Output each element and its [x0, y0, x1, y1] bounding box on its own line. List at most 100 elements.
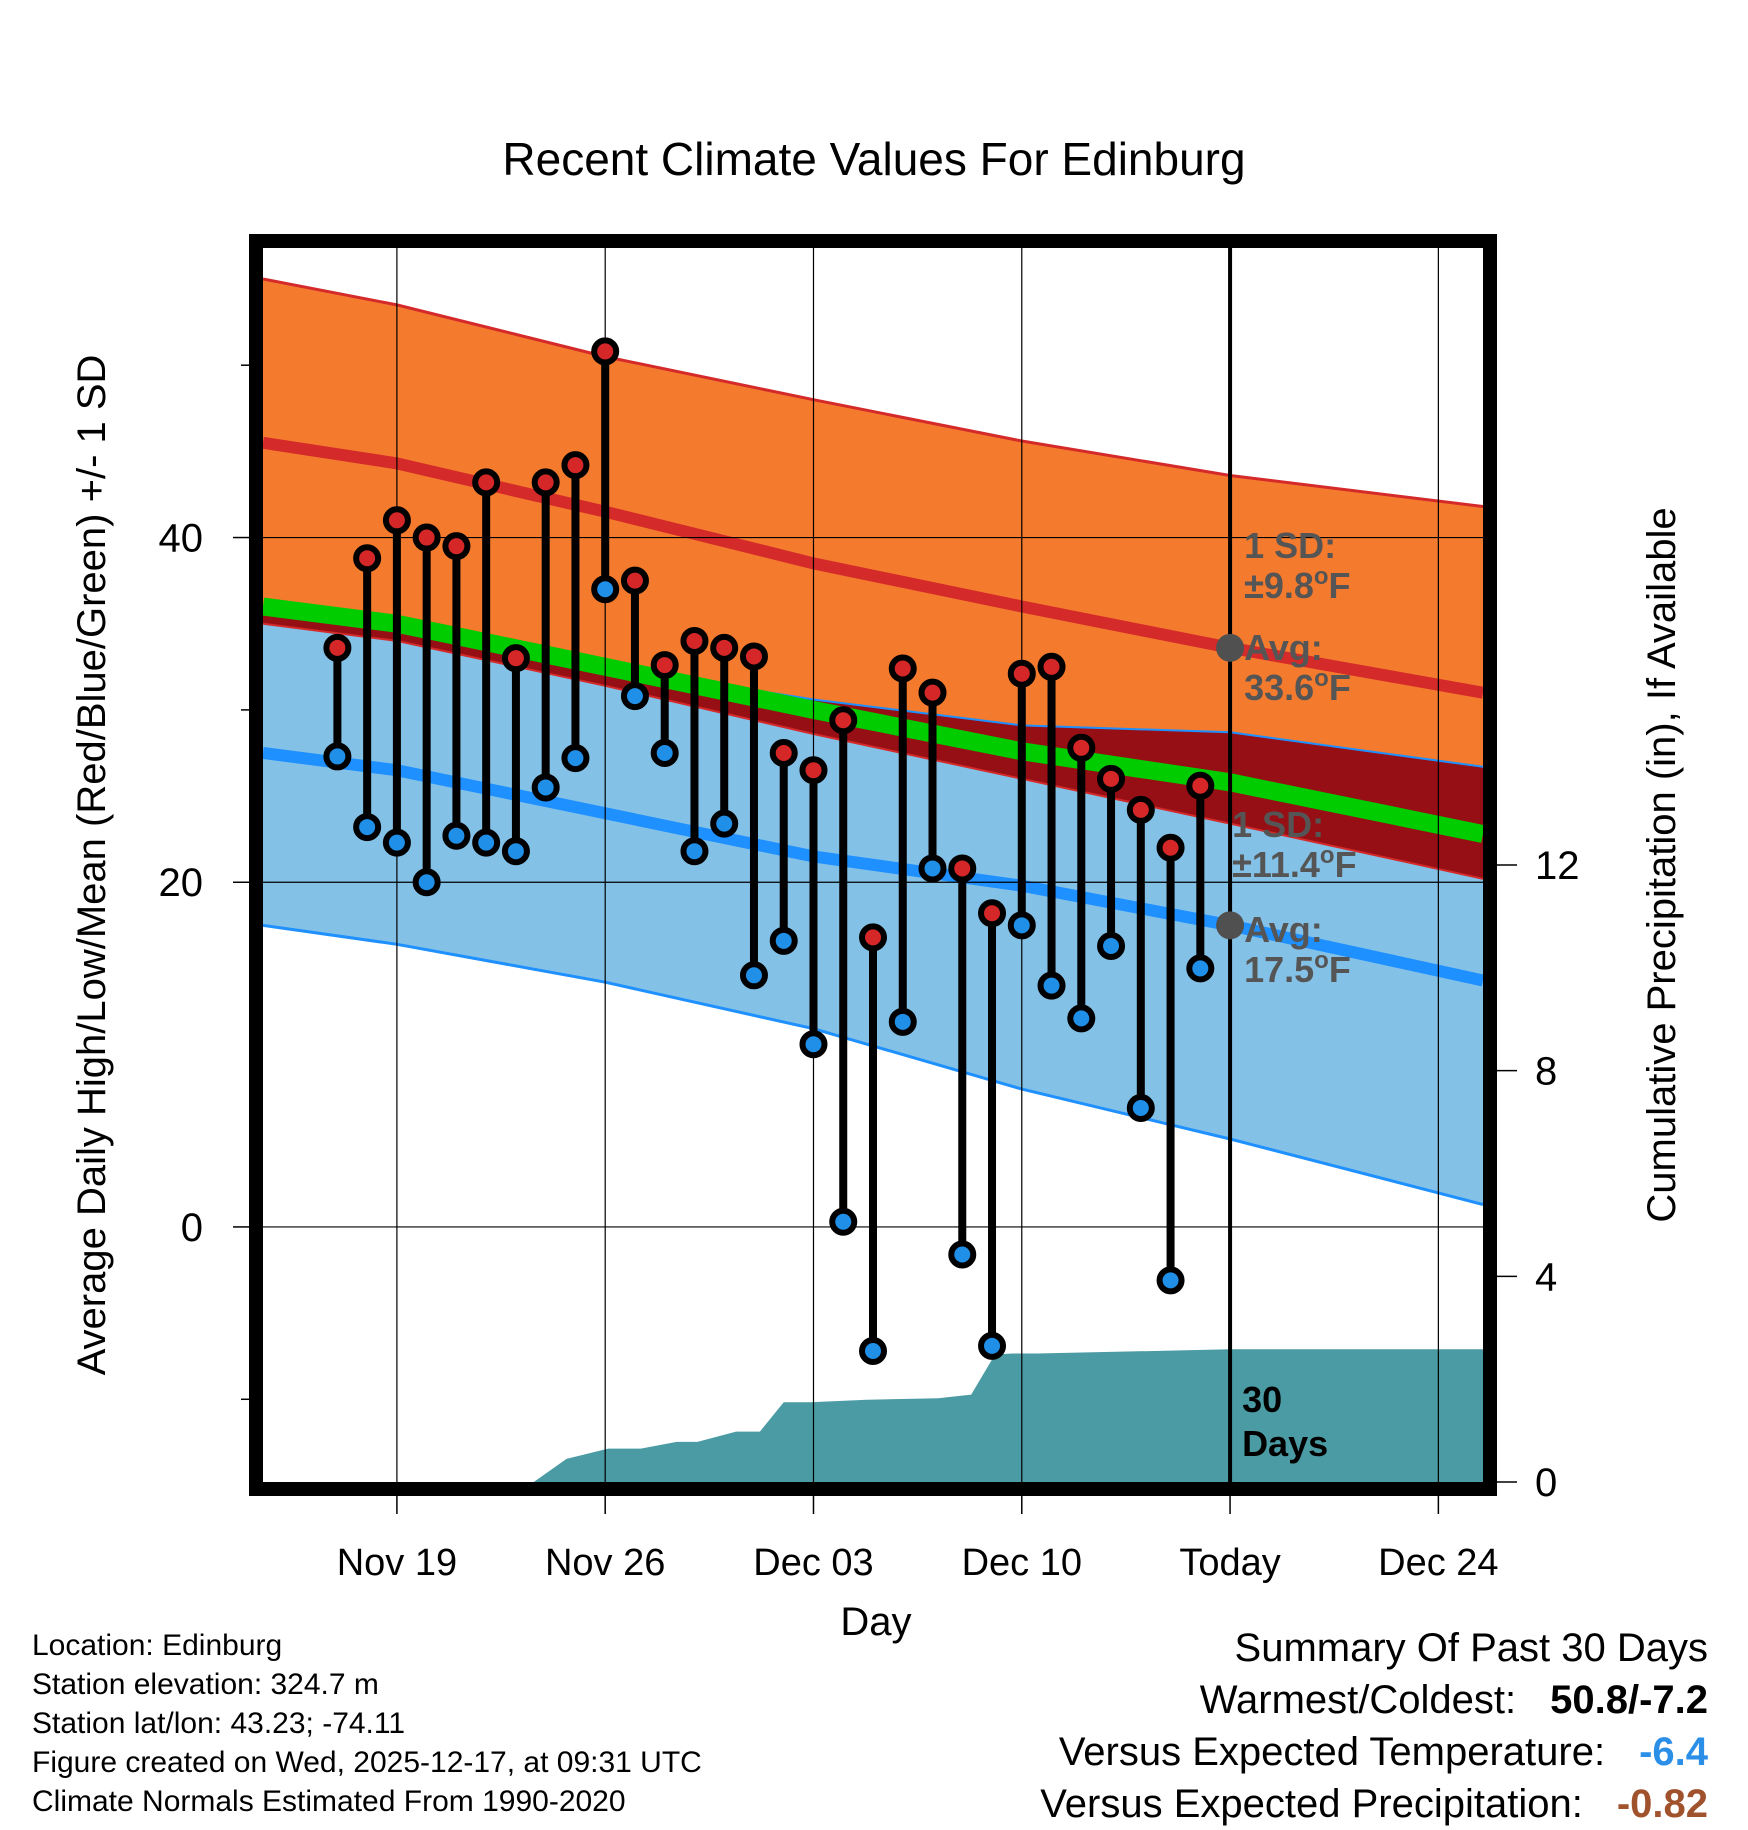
x-tick-label: Dec 03	[753, 1542, 873, 1584]
y2-axis-label: Cumulative Precipitation (in), If Availa…	[1640, 507, 1684, 1222]
data-marks	[323, 248, 1245, 1482]
daily-high-point	[1126, 795, 1155, 824]
daily-high-point	[353, 544, 382, 573]
y-tick-label: 0	[181, 1206, 203, 1250]
y-axis-label: Average Daily High/Low/Mean (Red/Blue/Gr…	[70, 355, 114, 1376]
daily-high-point	[710, 633, 739, 662]
latlon-text: Station lat/lon: 43.23; -74.11	[32, 1707, 406, 1740]
summary-temp-row: Versus Expected Temperature: -6.4	[1040, 1726, 1708, 1778]
daily-high-point	[591, 337, 620, 366]
daily-low-point	[680, 837, 709, 866]
plot-frame	[249, 234, 1497, 1496]
daily-high-point	[918, 678, 947, 707]
daily-high-point	[561, 451, 590, 480]
daily-low-point	[561, 744, 590, 773]
daily-low-point	[382, 828, 411, 857]
y2-tick-label: 0	[1535, 1461, 1557, 1505]
x-tick-label: Today	[1179, 1542, 1280, 1584]
high-sd-value: ±9.8oF	[1244, 563, 1350, 606]
daily-high-point	[769, 738, 798, 767]
high-avg-dot	[1216, 633, 1245, 662]
days-label-1: 30	[1242, 1379, 1282, 1420]
daily-high-point	[739, 642, 768, 671]
daily-high-point	[680, 626, 709, 655]
x-tick-label: Nov 19	[337, 1542, 457, 1584]
days-label-2: Days	[1242, 1423, 1328, 1464]
y2-tick-label: 4	[1535, 1255, 1557, 1299]
temp-label: Versus Expected Temperature:	[1058, 1730, 1606, 1774]
daily-high-point	[442, 532, 471, 561]
daily-high-point	[412, 523, 441, 552]
daily-high-point	[1186, 771, 1215, 800]
daily-high-point	[531, 468, 560, 497]
daily-low-point	[739, 961, 768, 990]
daily-high-point	[501, 644, 530, 673]
temp-value: -6.4	[1639, 1730, 1708, 1774]
daily-low-point	[1007, 911, 1036, 940]
daily-low-point	[353, 813, 382, 842]
daily-low-point	[1126, 1094, 1155, 1123]
daily-low-point	[1186, 954, 1215, 983]
daily-low-point	[412, 868, 441, 897]
low-avg-value: 17.5oF	[1244, 947, 1351, 990]
summary-warmest-row: Warmest/Coldest: 50.8/-7.2	[1040, 1674, 1708, 1726]
daily-low-point	[948, 1240, 977, 1269]
chart-title: Recent Climate Values For Edinburg	[502, 133, 1245, 185]
daily-low-point	[710, 809, 739, 838]
daily-high-point	[1156, 833, 1185, 862]
precip-label: Versus Expected Precipitation:	[1040, 1782, 1583, 1826]
daily-high-point	[888, 654, 917, 683]
daily-low-point	[1156, 1266, 1185, 1295]
x-tick-label: Dec 10	[962, 1542, 1082, 1584]
x-tick-label: Nov 26	[545, 1542, 665, 1584]
daily-low-point	[769, 926, 798, 955]
low-avg-label: Avg:	[1244, 909, 1323, 950]
low-sd-value: ±11.4oF	[1232, 842, 1357, 885]
x-axis-label: Day	[840, 1600, 911, 1644]
high-sd-label: 1 SD:	[1244, 525, 1336, 566]
daily-high-point	[859, 923, 887, 952]
daily-high-point	[978, 899, 1007, 928]
daily-low-point	[650, 738, 679, 767]
low-avg-dot	[1216, 911, 1245, 940]
high-sd-band	[263, 279, 1483, 767]
summary-precip-row: Versus Expected Precipitation: -0.82	[1040, 1778, 1708, 1830]
daily-low-point	[323, 742, 352, 771]
daily-low-point	[531, 773, 560, 802]
y2-tick-label: 12	[1535, 844, 1580, 888]
daily-high-point	[829, 706, 858, 735]
daily-high-point	[1097, 764, 1126, 793]
daily-low-point	[978, 1331, 1007, 1360]
daily-low-point	[918, 854, 947, 883]
daily-low-point	[1037, 971, 1066, 1000]
normals-text: Climate Normals Estimated From 1990-2020	[32, 1785, 626, 1818]
daily-low-point	[442, 821, 471, 850]
low-sd-label: 1 SD:	[1232, 804, 1324, 845]
x-tick-label: Dec 24	[1378, 1542, 1498, 1584]
daily-high-point	[620, 566, 649, 595]
station-info: Location: Edinburg Station elevation: 32…	[32, 1626, 702, 1821]
daily-high-point	[799, 756, 828, 785]
daily-high-point	[1037, 652, 1066, 681]
axes: 0 20 40 0 4 8 12 Nov 19 Nov 26 Dec 03 Dec 10 Today D…	[159, 234, 1580, 1584]
daily-high-point	[472, 468, 501, 497]
daily-low-point	[591, 575, 620, 604]
daily-low-point	[501, 837, 530, 866]
daily-low-point	[1097, 932, 1126, 961]
daily-low-point	[888, 1007, 917, 1036]
high-avg-value: 33.6oF	[1244, 665, 1351, 708]
daily-low-point	[859, 1337, 887, 1366]
warmest-value: 50.8/-7.2	[1550, 1678, 1708, 1722]
daily-low-point	[472, 828, 501, 857]
daily-low-point	[799, 1030, 828, 1059]
location-text: Location: Edinburg	[32, 1629, 283, 1662]
daily-high-point	[650, 651, 679, 680]
summary-panel: Summary Of Past 30 Days Warmest/Coldest:…	[1040, 1622, 1708, 1830]
precip-value: -0.82	[1616, 1782, 1708, 1826]
daily-high-point	[382, 506, 411, 535]
y2-tick-label: 8	[1535, 1050, 1557, 1094]
daily-low-point	[620, 682, 649, 711]
y-tick-label: 40	[159, 517, 204, 561]
